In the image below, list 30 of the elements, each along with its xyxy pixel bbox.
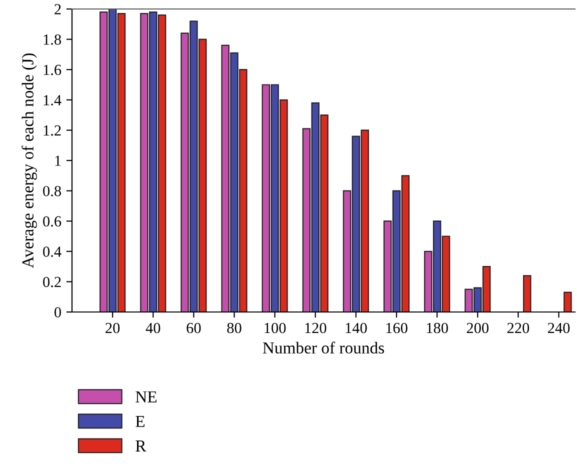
y-tick-label: 1 — [55, 156, 61, 166]
y-tick-label: 1.4 — [44, 95, 62, 106]
x-tick-label: 100 — [264, 322, 286, 334]
x-tick-label: 220 — [507, 322, 530, 334]
x-tick-label: 180 — [426, 322, 448, 334]
x-tick-label: 160 — [386, 322, 408, 334]
x-tick-label: 20 — [106, 322, 120, 334]
y-tick-label: 0.6 — [43, 216, 62, 227]
y-tick-label: 0 — [54, 307, 61, 318]
x-tick-label: 240 — [548, 322, 570, 334]
legend-label: R — [136, 440, 146, 452]
x-tick-label: 200 — [466, 322, 489, 334]
x-tick-label: 80 — [227, 322, 242, 334]
x-tick-label: 40 — [146, 322, 160, 334]
y-tick-label: 1.2 — [44, 125, 61, 136]
y-tick-label: 0.8 — [43, 186, 61, 196]
y-axis-title: Average energy of each node (J) — [22, 53, 37, 268]
x-axis-title: Number of rounds — [262, 342, 384, 354]
y-tick-label: 1.6 — [44, 64, 62, 76]
bar — [564, 292, 572, 312]
y-tick-label: 2 — [54, 4, 61, 14]
y-tick-label: 0.2 — [43, 276, 61, 288]
x-tick-label: 120 — [305, 322, 326, 334]
y-tick-label: 0.4 — [43, 246, 62, 257]
bar — [523, 275, 532, 312]
x-tick-label: 60 — [186, 322, 201, 334]
legend-label: NE — [136, 391, 157, 402]
x-tick-label: 140 — [346, 322, 367, 334]
y-tick-label: 1.8 — [44, 34, 61, 45]
legend-label: E — [136, 416, 144, 427]
